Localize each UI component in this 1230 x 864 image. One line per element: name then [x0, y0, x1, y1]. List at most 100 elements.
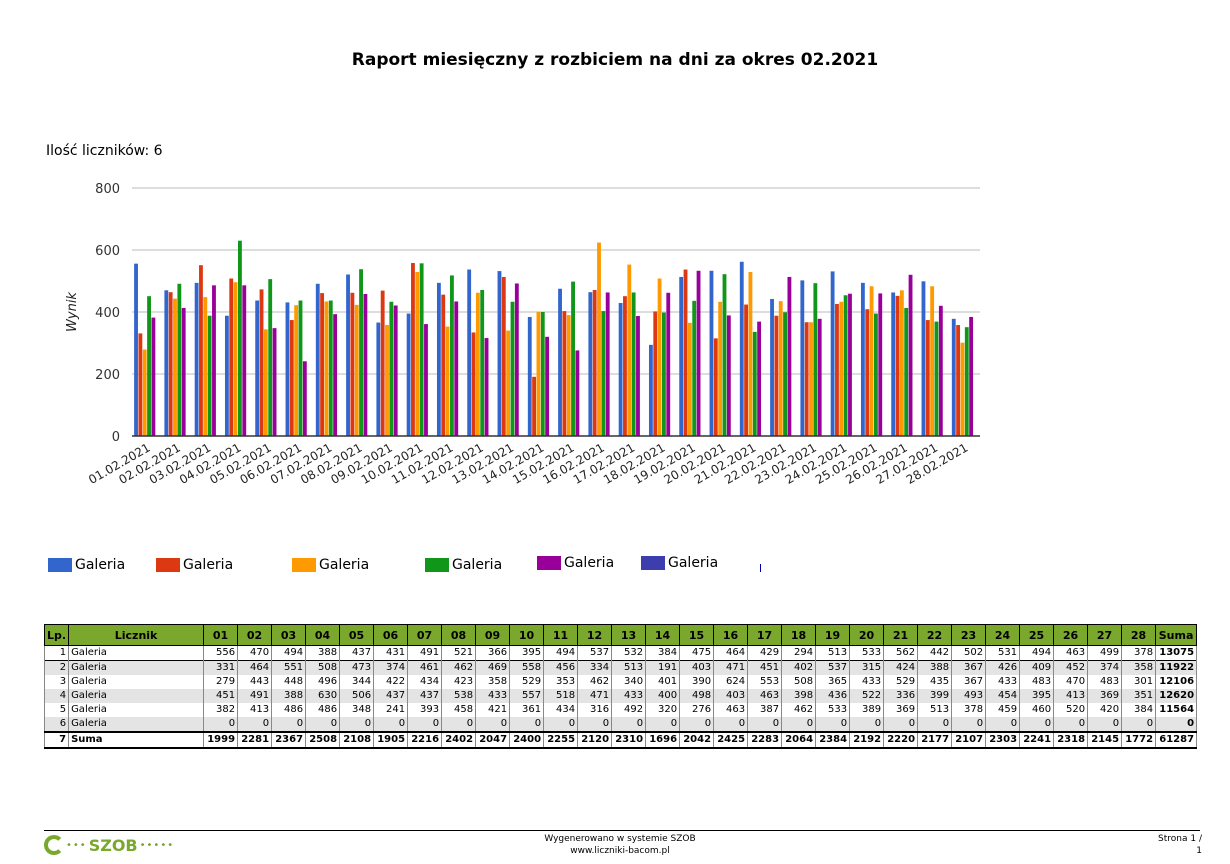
bar	[203, 297, 208, 436]
bar	[969, 316, 974, 436]
table-cell: 494	[543, 645, 579, 661]
table-cell: 398	[781, 689, 817, 703]
bar	[860, 282, 865, 436]
table-cell: 320	[645, 703, 681, 717]
bar	[648, 344, 653, 436]
table-cell: 399	[917, 689, 953, 703]
table-cell: 513	[815, 645, 851, 661]
table-header-cell: 26	[1053, 624, 1089, 646]
table-cell: 551	[271, 660, 307, 675]
bar	[363, 294, 368, 436]
table-cell: 374	[1087, 660, 1123, 675]
table-cell: 434	[543, 703, 579, 717]
table-cell: 2425	[713, 731, 749, 749]
bar	[138, 333, 143, 436]
table-cell: 486	[271, 703, 307, 717]
table-cell: 0	[1053, 717, 1089, 732]
table-cell: 0	[339, 717, 375, 732]
bar	[272, 328, 277, 436]
y-axis-label: Wynik	[65, 292, 80, 332]
table-cell: 2241	[1019, 731, 1055, 749]
table-header-cell: 06	[373, 624, 409, 646]
table-cell: 1999	[203, 731, 239, 749]
table-cell: 344	[339, 675, 375, 689]
bar	[601, 311, 606, 436]
szob-logo: ••• SZOB •••••	[44, 835, 176, 855]
bar	[605, 292, 610, 436]
bar	[328, 300, 333, 436]
bar	[817, 318, 822, 436]
legend-swatch	[292, 558, 316, 572]
footer-page: Strona 1 / 1	[1158, 833, 1202, 857]
table-cell: Galeria	[68, 689, 205, 703]
table-header-cell: 10	[509, 624, 545, 646]
bar	[142, 349, 147, 436]
legend-item: Galeria	[641, 555, 718, 571]
table-cell: 493	[951, 689, 987, 703]
logo-circle-icon	[44, 835, 64, 855]
table-cell: 11922	[1155, 660, 1198, 675]
bar	[662, 312, 666, 436]
y-tick-label: 200	[95, 368, 120, 383]
table-header-cell: 27	[1087, 624, 1123, 646]
legend-swatch	[156, 558, 180, 572]
table-cell: 336	[883, 689, 919, 703]
table-cell: Galeria	[68, 645, 205, 661]
table-cell: 358	[475, 675, 511, 689]
bar	[164, 290, 169, 436]
table-cell: 2120	[577, 731, 613, 749]
table-cell: 459	[985, 703, 1021, 717]
table-cell: 0	[305, 717, 341, 732]
bar	[497, 271, 502, 436]
table-cell: 469	[475, 660, 511, 675]
bar	[259, 289, 264, 436]
table-cell: 431	[373, 645, 409, 661]
bar	[242, 285, 247, 436]
bar	[510, 301, 515, 436]
table-cell: 0	[1155, 717, 1198, 732]
table-cell: 2108	[339, 731, 375, 749]
table-header-cell: Suma	[1155, 624, 1198, 646]
table-cell: 401	[645, 675, 681, 689]
table-cell: 433	[475, 689, 511, 703]
table-cell: 456	[543, 660, 579, 675]
footer-generated: Wygenerowano w systemie SZOB www.licznik…	[470, 833, 770, 857]
table-cell: 387	[747, 703, 783, 717]
table-cell: 558	[509, 660, 545, 675]
bar	[320, 293, 325, 436]
table-cell: 2508	[305, 731, 341, 749]
bar	[843, 295, 848, 436]
table-cell: 0	[1087, 717, 1123, 732]
table-cell: 400	[645, 689, 681, 703]
bar	[895, 295, 900, 436]
table-cell: 491	[237, 689, 273, 703]
bar	[389, 301, 394, 436]
table-cell: 424	[883, 660, 919, 675]
bar	[350, 292, 355, 436]
table-cell: 191	[645, 660, 681, 675]
bar	[540, 312, 545, 436]
table-header-cell: 15	[679, 624, 715, 646]
table-cell: 2047	[475, 731, 511, 749]
bar	[471, 332, 476, 436]
table-cell: 0	[883, 717, 919, 732]
y-tick-label: 0	[112, 430, 120, 445]
table-cell: 533	[849, 645, 885, 661]
bar	[484, 338, 489, 436]
table-cell: 365	[815, 675, 851, 689]
table-cell: 1772	[1121, 731, 1157, 749]
footer-divider	[44, 830, 1200, 831]
table-cell: 494	[271, 645, 307, 661]
bar	[354, 304, 359, 436]
bar	[147, 296, 151, 436]
logo-dots: •••	[66, 839, 87, 851]
table-cell: 437	[373, 689, 409, 703]
table-cell: 393	[407, 703, 443, 717]
table-cell: 557	[509, 689, 545, 703]
bar	[839, 301, 844, 436]
table-cell: 369	[883, 703, 919, 717]
bar	[181, 307, 186, 436]
table-cell: 395	[1019, 689, 1055, 703]
table-cell: 483	[1019, 675, 1055, 689]
bar	[878, 293, 883, 436]
